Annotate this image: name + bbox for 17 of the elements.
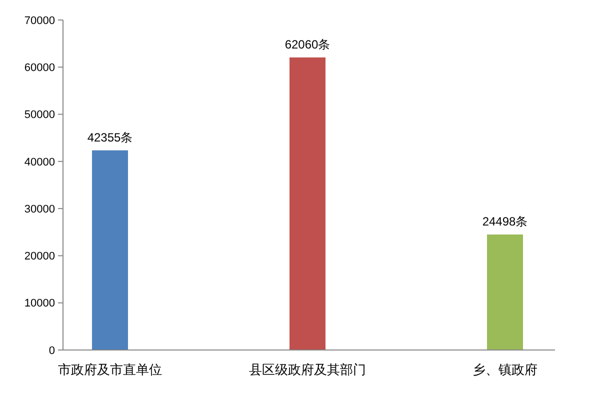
- y-tick-label: 10000: [24, 298, 55, 310]
- x-tick-label: 市政府及市直单位: [58, 362, 162, 377]
- data-label: 62060条: [284, 37, 330, 52]
- bar: [92, 150, 128, 350]
- y-tick-label: 30000: [24, 203, 55, 216]
- y-tick-label: 40000: [24, 156, 55, 168]
- data-label: 42355条: [87, 130, 133, 144]
- y-tick-label: 70000: [24, 14, 55, 27]
- x-tick-label: 县区级政府及其部门: [249, 362, 366, 377]
- bar: [290, 57, 326, 350]
- x-tick-label: 乡、镇政府: [472, 362, 538, 377]
- y-tick-label: 0: [48, 344, 55, 357]
- y-tick-label: 50000: [24, 109, 55, 122]
- data-label: 24498条: [482, 214, 528, 229]
- bar: [487, 234, 523, 350]
- y-tick-label: 60000: [24, 62, 55, 74]
- y-tick-label: 20000: [24, 250, 55, 263]
